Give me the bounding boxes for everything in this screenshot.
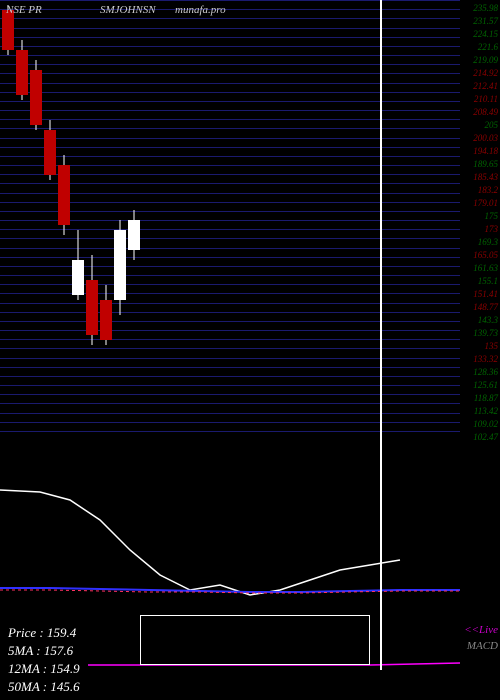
info-line: 50MA : 145.6 [8,678,80,696]
y-axis-label: 194.18 [473,147,498,156]
y-axis: 235.98 231.57 224.15 221.6 219.09 214.92 212.4… [460,0,500,440]
y-axis-label: 200.03 [473,134,498,143]
y-axis-label: 169.3 [478,238,498,247]
y-axis-label: 118.87 [474,394,498,403]
info-box: Price : 159.45MA : 157.612MA : 154.950MA… [0,620,88,700]
live-label: <<Live [464,624,498,636]
info-line: 12MA : 154.9 [8,660,80,678]
y-axis-label: 179.01 [473,199,498,208]
y-axis-label: 189.65 [473,160,498,169]
y-axis-label: 205 [485,121,499,130]
y-axis-label: 109.02 [473,420,498,429]
y-axis-label: 212.41 [473,82,498,91]
y-axis-label: 151.41 [473,290,498,299]
y-axis-label: 208.49 [473,108,498,117]
y-axis-label: 161.63 [473,264,498,273]
y-axis-label: 175 [485,212,499,221]
time-cursor [380,0,382,670]
y-axis-label: 155.1 [478,277,498,286]
y-axis-label: 231.57 [473,17,498,26]
stock-chart: 235.98 231.57 224.15 221.6 219.09 214.92 212.4… [0,0,500,700]
y-axis-label: 221.6 [478,43,498,52]
info-line: 5MA : 157.6 [8,642,80,660]
y-axis-label: 125.61 [473,381,498,390]
y-axis-label: 173 [485,225,499,234]
y-axis-label: 183.2 [478,186,498,195]
y-axis-label: 148.77 [473,303,498,312]
y-axis-label: 143.3 [478,316,498,325]
y-axis-label: 135 [485,342,499,351]
y-axis-label: 235.98 [473,4,498,13]
y-axis-label: 165.05 [473,251,498,260]
info-line: Price : 159.4 [8,624,80,642]
indicator-lines [0,0,460,700]
y-axis-label: 102.47 [473,433,498,442]
y-axis-label: 113.42 [474,407,498,416]
y-axis-label: 224.15 [473,30,498,39]
y-axis-label: 185.43 [473,173,498,182]
exchange-label: NSE PR [6,4,42,16]
symbol-label: SMJOHNSN [100,4,156,16]
source-label: munafa.pro [175,4,226,16]
y-axis-label: 210.11 [474,95,498,104]
y-axis-label: 128.36 [473,368,498,377]
macd-histogram-box [140,615,370,665]
y-axis-label: 139.73 [473,329,498,338]
y-axis-label: 219.09 [473,56,498,65]
y-axis-label: 214.92 [473,69,498,78]
y-axis-label: 133.32 [473,355,498,364]
macd-label: MACD [467,640,498,652]
